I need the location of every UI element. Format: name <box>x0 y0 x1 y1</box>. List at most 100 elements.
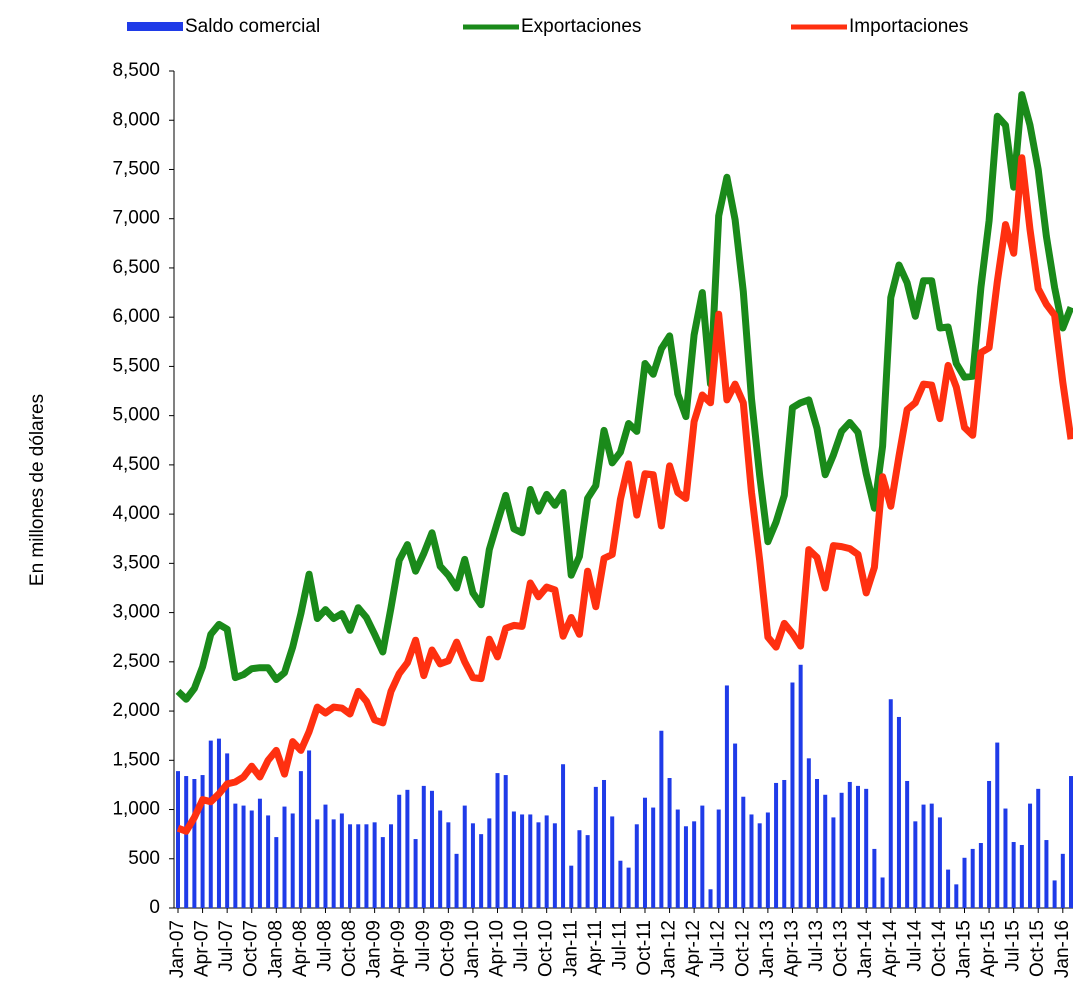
y-tick-label: 1,500 <box>112 749 160 770</box>
bar <box>528 814 533 908</box>
line <box>176 154 1073 835</box>
x-tick-label: Apr-12 <box>683 920 704 977</box>
x-tick-label: Jul-11 <box>609 920 630 970</box>
x-tick-label: Jul-12 <box>708 920 729 972</box>
bar <box>1003 808 1008 908</box>
bar <box>765 812 770 908</box>
legend-label: Importaciones <box>849 16 968 37</box>
bar <box>323 804 328 908</box>
bar <box>257 798 262 908</box>
bar <box>552 823 557 908</box>
bar <box>782 779 787 908</box>
bar <box>692 821 697 908</box>
bar <box>561 764 566 908</box>
bar <box>307 750 312 908</box>
x-tick-label: Apr-11 <box>585 920 606 976</box>
y-tick-label: 7,500 <box>112 158 160 179</box>
x-tick-label: Jul-15 <box>1003 920 1024 972</box>
bar <box>1060 853 1065 908</box>
bar <box>364 824 369 908</box>
y-tick-label: 2,500 <box>112 651 160 672</box>
bar <box>438 810 443 908</box>
bar <box>741 796 746 908</box>
bar <box>642 797 647 908</box>
bar <box>397 794 402 908</box>
bar <box>331 819 336 908</box>
bar <box>823 794 828 908</box>
y-tick-label: 3,000 <box>112 602 160 623</box>
y-axis-title: En millones de dólares <box>27 394 48 586</box>
bar <box>774 782 779 908</box>
bar <box>683 826 688 908</box>
bar <box>184 776 189 908</box>
x-tick-label: Jul-09 <box>413 920 434 972</box>
x-tick-label: Oct-07 <box>241 920 262 977</box>
x-tick-label: Jan-11 <box>560 920 581 977</box>
bar <box>970 848 975 908</box>
bar <box>806 758 811 908</box>
y-tick-label: 8,000 <box>112 109 160 130</box>
bar <box>724 685 729 908</box>
y-tick-label: 0 <box>149 897 160 918</box>
bar <box>356 824 361 908</box>
bar <box>716 809 721 908</box>
bar <box>913 821 918 908</box>
bar <box>855 785 860 908</box>
bar <box>896 716 901 908</box>
x-tick-label: Oct-09 <box>437 920 458 977</box>
bar <box>421 785 426 908</box>
bar <box>487 818 492 908</box>
bar <box>1011 842 1016 908</box>
bar <box>585 835 590 908</box>
y-tick-label: 7,000 <box>112 208 160 229</box>
bar <box>946 869 951 908</box>
bar <box>536 822 541 908</box>
x-tick-label: Jul-07 <box>216 920 237 972</box>
x-tick-label: Jul-13 <box>806 920 827 972</box>
bar <box>1036 788 1041 908</box>
y-tick-label: 1,000 <box>112 799 160 820</box>
bar <box>659 730 664 908</box>
x-tick-label: Jan-12 <box>659 920 680 978</box>
bar <box>954 884 959 908</box>
x-tick-label: Jan-08 <box>265 920 286 978</box>
bar <box>544 815 549 908</box>
bar <box>700 805 705 908</box>
bar <box>634 824 639 908</box>
bar <box>1019 844 1024 908</box>
bar <box>1028 803 1033 908</box>
x-tick-label: Jan-13 <box>757 920 778 978</box>
x-tick-label: Jul-14 <box>904 920 925 972</box>
bar <box>249 810 254 908</box>
bar <box>577 830 582 908</box>
x-tick-label: Jul-10 <box>511 920 532 972</box>
bar <box>978 843 983 908</box>
bar <box>372 822 377 908</box>
y-tick-label: 2,000 <box>112 700 160 721</box>
bar <box>864 788 869 908</box>
x-tick-label: Jan-14 <box>855 920 876 979</box>
bar <box>462 805 467 908</box>
y-tick-label: 4,500 <box>112 454 160 475</box>
bar <box>454 853 459 908</box>
bar <box>290 813 295 908</box>
x-tick-label: Apr-09 <box>388 920 409 977</box>
bar <box>176 771 180 908</box>
bar <box>389 824 394 908</box>
bar <box>708 889 713 908</box>
x-tick-label: Oct-15 <box>1027 920 1048 977</box>
x-tick-label: Jan-16 <box>1052 920 1073 978</box>
legend-label: Exportaciones <box>521 16 641 37</box>
y-tick-label: 8,500 <box>112 60 160 81</box>
bar <box>667 778 672 908</box>
bar <box>503 775 508 908</box>
bar <box>839 792 844 908</box>
bar <box>651 807 656 908</box>
y-tick-label: 4,000 <box>112 503 160 524</box>
bar <box>192 779 197 908</box>
bar <box>888 699 893 908</box>
y-tick-label: 5,500 <box>112 355 160 376</box>
bar <box>274 837 279 908</box>
bar <box>757 823 762 908</box>
bar <box>446 822 451 908</box>
